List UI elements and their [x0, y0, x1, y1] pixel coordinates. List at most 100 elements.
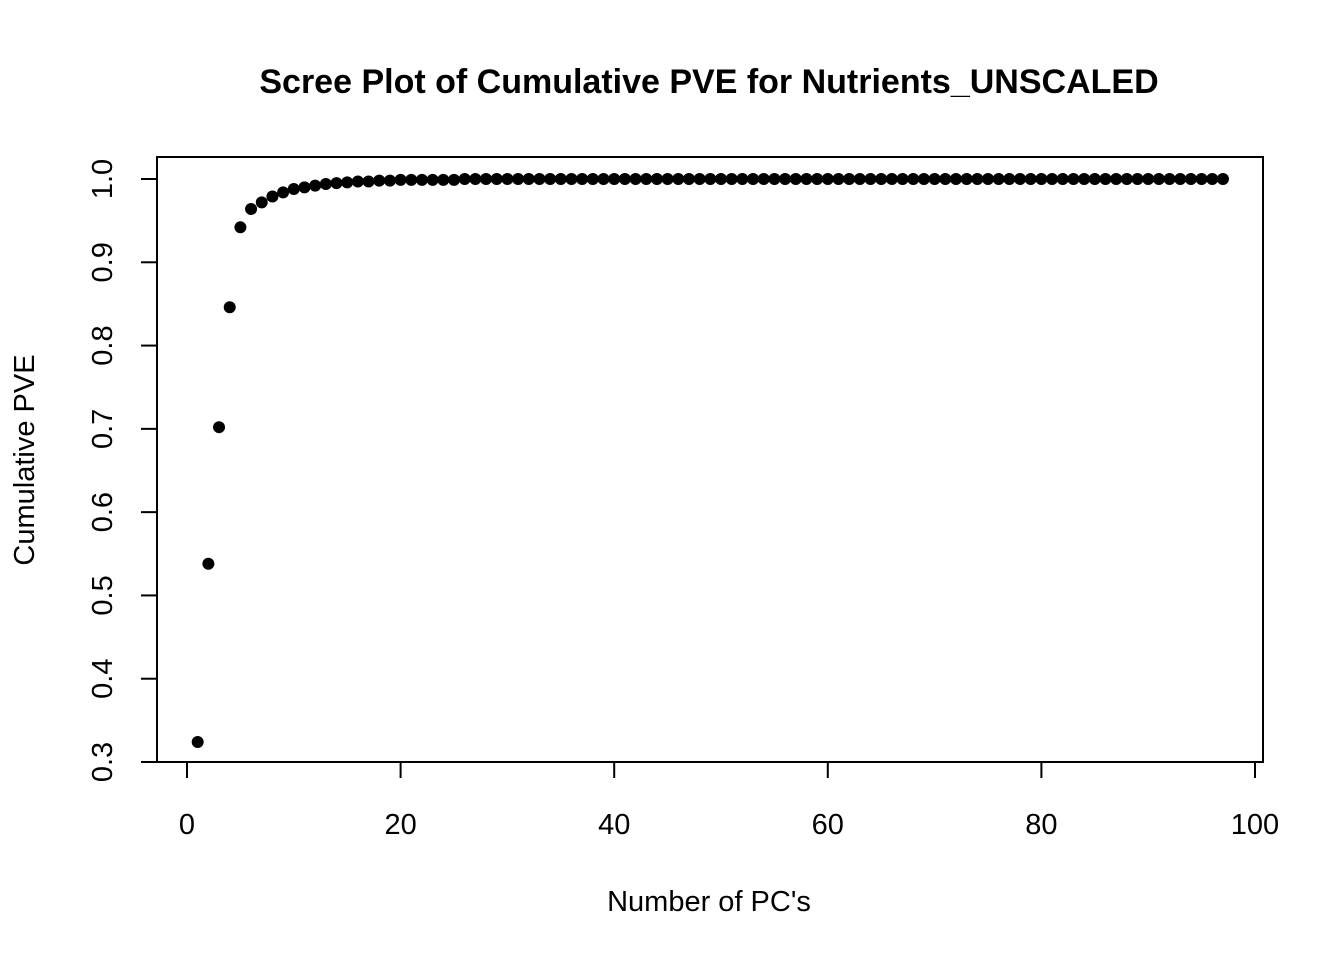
data-point: [757, 173, 770, 185]
data-point: [928, 173, 941, 185]
data-point: [917, 173, 930, 185]
data-point: [885, 173, 898, 185]
data-point: [843, 173, 856, 185]
data-point: [1014, 173, 1027, 185]
data-point: [661, 173, 674, 185]
data-point: [768, 173, 781, 185]
data-point: [223, 301, 236, 314]
data-point: [565, 173, 578, 185]
data-point: [437, 173, 450, 186]
x-tick-label: 100: [1231, 809, 1279, 841]
data-point: [725, 173, 738, 185]
data-point: [640, 173, 653, 185]
data-point: [277, 186, 290, 199]
data-point: [362, 175, 375, 188]
data-point: [1142, 173, 1155, 185]
data-point: [1110, 173, 1123, 185]
y-tick-label: 0.6: [87, 492, 119, 532]
data-point: [426, 173, 439, 186]
data-point: [394, 173, 407, 186]
data-point: [747, 173, 760, 185]
data-point: [1174, 173, 1187, 185]
x-tick-label: 40: [598, 809, 630, 841]
data-point: [875, 173, 888, 185]
data-point: [982, 173, 994, 185]
data-point: [1206, 173, 1219, 185]
data-point: [298, 181, 311, 194]
data-point: [490, 173, 503, 185]
data-point: [554, 173, 567, 185]
data-point: [1131, 173, 1144, 185]
data-point: [939, 173, 952, 185]
data-point: [234, 221, 247, 234]
data-point: [896, 173, 909, 185]
x-axis: 0 20 40 60 80 100: [179, 761, 1279, 841]
data-point: [789, 173, 802, 185]
data-point: [373, 174, 386, 187]
y-tick-label: 0.5: [87, 575, 119, 615]
data-point: [736, 173, 749, 185]
data-point: [672, 173, 685, 185]
y-tick-label: 0.7: [87, 409, 119, 449]
data-point: [715, 173, 727, 185]
data-point: [319, 177, 332, 190]
data-point: [971, 173, 984, 185]
data-point: [1120, 173, 1133, 185]
data-point: [1056, 173, 1069, 185]
data-point: [266, 190, 279, 203]
data-point: [213, 421, 226, 434]
x-axis-label: Number of PC's: [607, 886, 811, 918]
data-point: [415, 173, 428, 186]
data-point: [501, 173, 514, 185]
plot-frame: [156, 156, 1264, 763]
data-point: [864, 173, 877, 185]
data-point: [544, 173, 557, 185]
data-point: [853, 173, 866, 185]
data-point: [341, 176, 354, 189]
data-point: [576, 173, 589, 185]
data-point: [330, 177, 343, 190]
data-point: [618, 173, 631, 185]
data-point: [1078, 173, 1091, 185]
data-point: [245, 202, 258, 215]
data-point: [512, 173, 525, 185]
data-point: [1099, 173, 1112, 185]
y-tick-label: 0.8: [87, 325, 119, 365]
data-point: [586, 173, 599, 185]
x-tick-label: 0: [179, 809, 195, 841]
data-point: [704, 173, 717, 185]
x-tick-label: 80: [1025, 809, 1057, 841]
data-point: [800, 173, 813, 185]
data-point: [992, 173, 1005, 185]
data-point: [608, 173, 621, 185]
data-point: [693, 173, 706, 185]
y-tick-label: 0.9: [87, 242, 119, 282]
data-point: [1046, 173, 1059, 185]
y-axis-label: Cumulative PVE: [9, 354, 41, 565]
data-point: [255, 196, 268, 209]
data-point: [533, 173, 546, 185]
data-point: [1216, 173, 1229, 185]
data-point: [821, 173, 834, 185]
data-point: [191, 736, 204, 749]
data-point: [650, 173, 663, 185]
data-point: [1035, 173, 1048, 185]
data-point: [480, 173, 493, 185]
data-point: [1195, 173, 1208, 185]
data-point: [960, 173, 973, 185]
data-point: [682, 173, 695, 185]
data-point: [907, 173, 920, 185]
y-tick-label: 0.3: [87, 742, 119, 782]
data-point: [629, 173, 642, 185]
data-point: [1003, 173, 1016, 185]
data-point: [405, 173, 418, 186]
y-tick-label: 1.0: [87, 159, 119, 199]
data-points: [191, 173, 1229, 749]
data-point: [1067, 173, 1080, 185]
data-point: [1088, 173, 1101, 185]
data-point: [1152, 173, 1165, 185]
data-point: [309, 179, 322, 192]
data-point: [522, 173, 535, 185]
x-tick-label: 60: [812, 809, 844, 841]
